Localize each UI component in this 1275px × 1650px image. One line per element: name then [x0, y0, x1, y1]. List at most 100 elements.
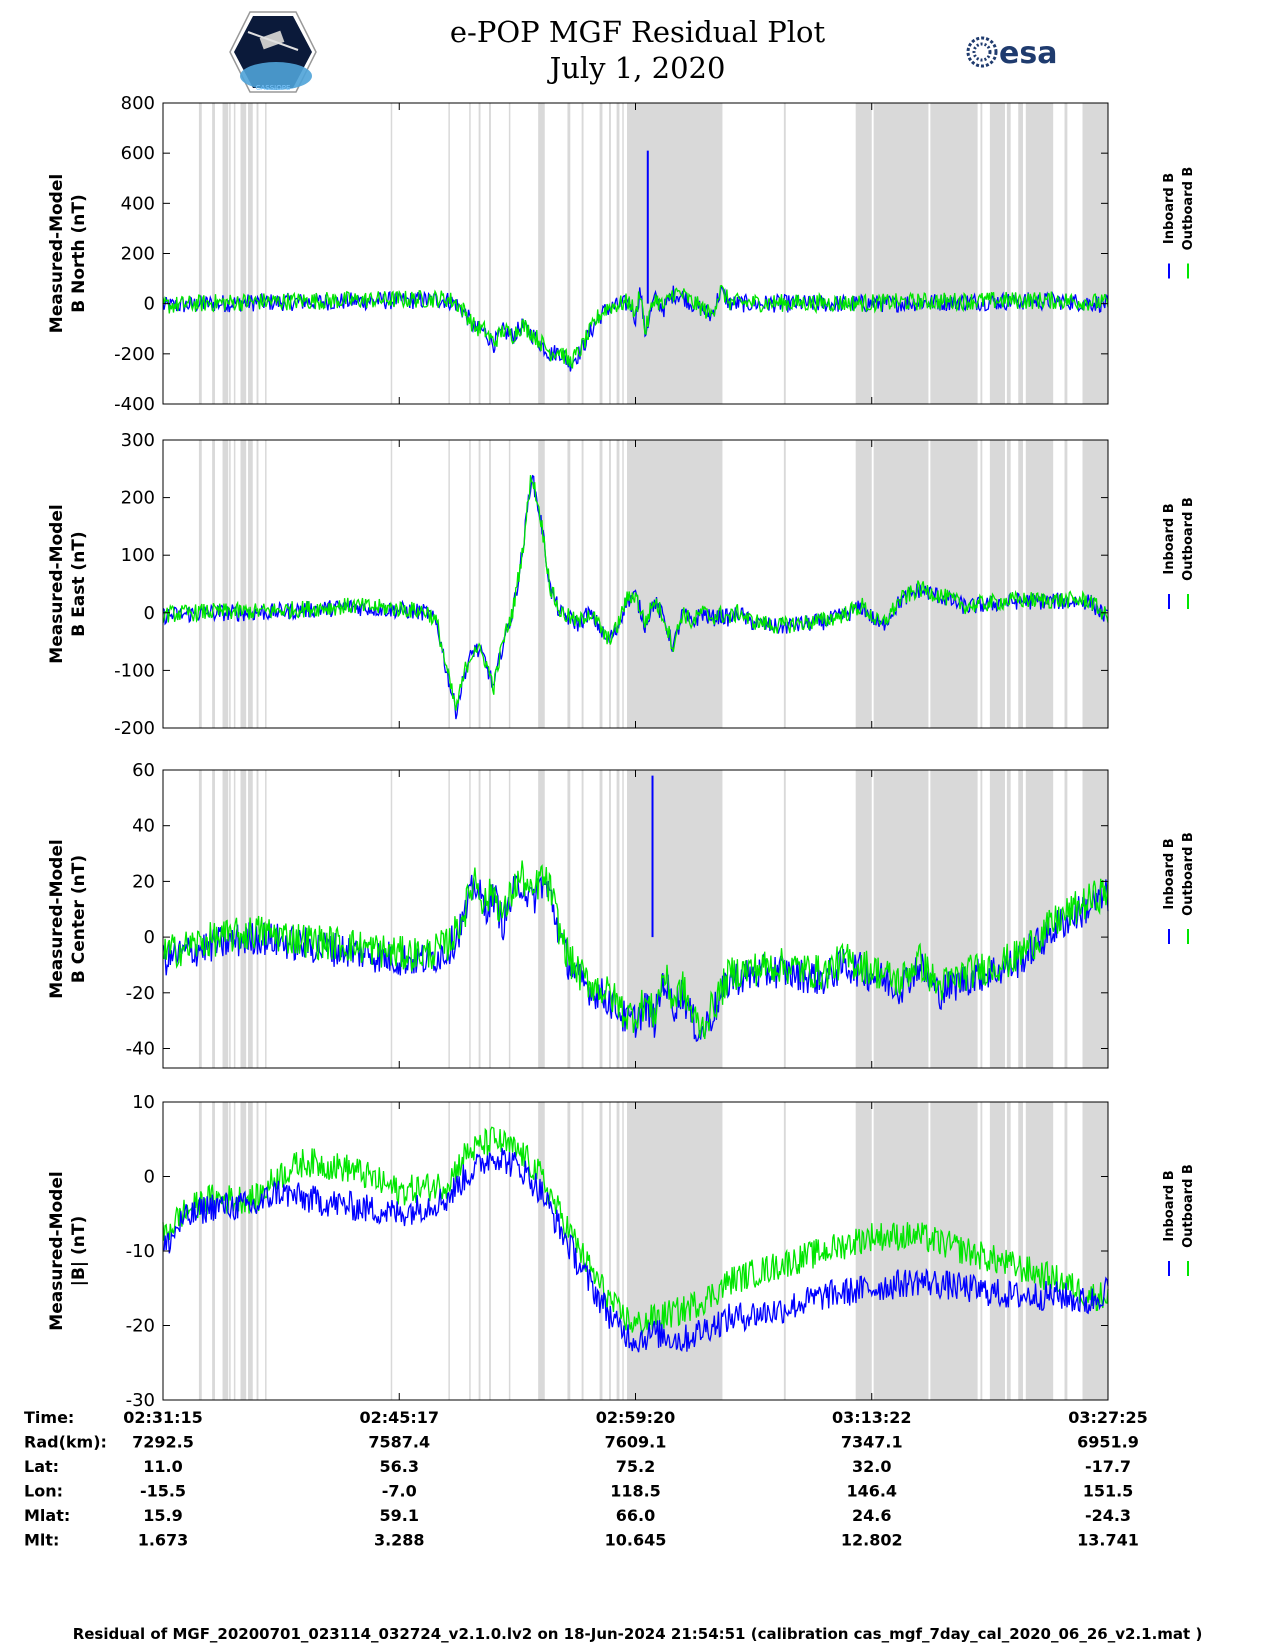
shade-band [248, 103, 253, 404]
shade-band [212, 103, 215, 404]
shade-band [616, 770, 620, 1068]
shade-band [212, 1102, 215, 1400]
shade-band [212, 440, 215, 728]
shade-band [390, 103, 393, 404]
shade-band [448, 1102, 450, 1400]
shade-band [930, 1102, 978, 1400]
shade-band [489, 440, 491, 728]
info-row-value: 13.741 [1077, 1531, 1139, 1550]
shade-band [855, 103, 872, 404]
shade-band [256, 440, 259, 728]
shade-band [1006, 440, 1011, 728]
shade-band [873, 440, 929, 728]
shade-band [980, 440, 983, 728]
y-tick-label: 0 [144, 603, 155, 624]
info-row-value: 12.802 [841, 1531, 903, 1550]
legend-label-outboard: Outboard B [1181, 832, 1196, 916]
y-axis-label: Measured-Model [47, 1171, 67, 1330]
info-row-value: 7347.1 [841, 1433, 903, 1452]
shade-band [873, 770, 929, 1068]
info-row-value: 32.0 [852, 1457, 891, 1476]
shade-band [1025, 103, 1054, 404]
info-row-value: -15.5 [140, 1482, 186, 1501]
shade-band [478, 103, 481, 404]
shade-band [930, 103, 978, 404]
shade-band [538, 103, 545, 404]
shade-band [1006, 103, 1011, 404]
y-axis-label: Measured-Model [47, 174, 67, 333]
y-tick-label: -20 [126, 1316, 155, 1337]
y-tick-label: 400 [121, 193, 155, 214]
shade-band [233, 1102, 236, 1400]
y-axis-label: B East (nT) [69, 531, 89, 636]
logo-left-text: CASSIOPE [256, 84, 291, 92]
shade-band [609, 440, 611, 728]
info-row-value: 02:59:20 [596, 1408, 676, 1427]
shade-band [609, 1102, 611, 1400]
y-tick-label: 0 [144, 294, 155, 315]
shade-band [256, 1102, 259, 1400]
y-tick-label: -40 [126, 1039, 155, 1060]
y-axis-label: Measured-Model [47, 504, 67, 663]
title-line-2: July 1, 2020 [549, 51, 726, 85]
shade-band [233, 770, 236, 1068]
shade-band [599, 1102, 603, 1400]
shade-band [1018, 1102, 1023, 1400]
shade-band [469, 440, 471, 728]
shade-band [609, 770, 611, 1068]
shade-band [233, 103, 236, 404]
shade-band [989, 1102, 1005, 1400]
shade-band [622, 440, 624, 728]
y-tick-label: -20 [126, 983, 155, 1004]
info-row-value: 151.5 [1083, 1482, 1134, 1501]
panel-4: 10 0 -10 -20 -30 Measured-Model |B| (nT) Inboar… [47, 1092, 1196, 1411]
y-tick-label: -10 [126, 1241, 155, 1262]
info-row-value: 6951.9 [1077, 1433, 1139, 1452]
shade-band [1082, 440, 1108, 728]
shade-band [233, 440, 236, 728]
series-line-outboard-b [162, 1126, 1109, 1336]
info-row-value: 3.288 [374, 1531, 425, 1550]
y-tick-label: -30 [126, 1390, 155, 1411]
shade-band [538, 440, 545, 728]
y-axis-label: B Center (nT) [69, 855, 89, 983]
shade-band [855, 440, 872, 728]
panel-2: 300 200 100 0 -100 -200 Measured-Model B East (… [47, 430, 1196, 739]
info-row-value: 75.2 [616, 1457, 655, 1476]
legend-label-outboard: Outboard B [1181, 167, 1196, 251]
shade-band [855, 770, 872, 1068]
info-row-value: 7609.1 [605, 1433, 667, 1452]
shade-band [469, 1102, 471, 1400]
shade-band [1006, 770, 1011, 1068]
shade-band [448, 440, 450, 728]
shade-band [599, 440, 603, 728]
shade-band [256, 770, 259, 1068]
logo-right-text: esa [999, 36, 1057, 71]
info-row-value: 03:27:25 [1068, 1408, 1148, 1427]
y-tick-label: -200 [114, 344, 155, 365]
shade-band [1025, 440, 1054, 728]
shade-band [265, 440, 267, 728]
info-row-value: 7587.4 [368, 1433, 430, 1452]
shade-band [229, 770, 231, 1068]
shade-band [198, 440, 202, 728]
info-row-label: Lat: [24, 1457, 59, 1476]
y-axis-label: Measured-Model [47, 839, 67, 998]
shade-band [240, 103, 247, 404]
shade-band [229, 1102, 231, 1400]
y-tick-label: 200 [121, 244, 155, 265]
shade-band [567, 440, 571, 728]
legend-label-inboard: Inboard B [1162, 173, 1177, 244]
legend-label-inboard: Inboard B [1162, 503, 1177, 574]
y-tick-label: -100 [114, 660, 155, 681]
shade-band [469, 103, 471, 404]
shade-band [198, 103, 202, 404]
shade-band [989, 770, 1005, 1068]
shade-band [1018, 770, 1023, 1068]
shade-band [980, 770, 983, 1068]
shade-band [469, 770, 471, 1068]
panel-3: 60 40 20 0 -20 -40 Measured-Model B Center (nT)… [47, 760, 1196, 1069]
y-tick-label: -400 [114, 394, 155, 415]
shade-band [240, 770, 247, 1068]
